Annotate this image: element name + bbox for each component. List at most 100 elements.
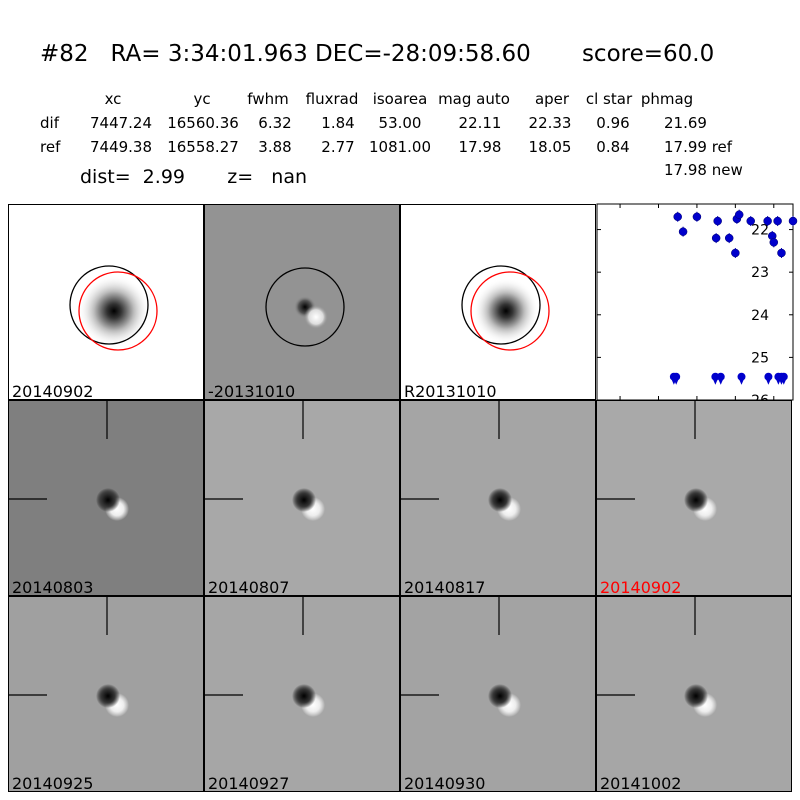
stamp-image (401, 597, 521, 717)
upper-limit-point (779, 372, 788, 381)
aperture-circle (265, 267, 345, 347)
panel-label: 20140925 (12, 774, 94, 792)
panel-label: -20131010 (208, 382, 296, 400)
detection-point (673, 212, 682, 222)
dipole-dark (96, 684, 120, 708)
detection-point (678, 227, 688, 236)
detection-point (763, 216, 772, 226)
stamp-image (597, 401, 717, 521)
panel-label: 20140803 (12, 578, 94, 596)
panel-label: 20140807 (208, 578, 290, 596)
dipole-dark (684, 488, 708, 512)
table-cell: 16560.36 (167, 114, 239, 132)
phmag-new: 17.98 new (664, 161, 743, 179)
table-cell: 1.84 (321, 114, 355, 132)
detection-point (769, 238, 779, 247)
upper-limit-point (716, 372, 725, 381)
table-cell: 21.69 (664, 114, 707, 132)
table-cell: 7449.38 (89, 138, 153, 156)
column-header: aper (534, 90, 570, 108)
dipole-dark (292, 684, 316, 708)
column-header: fwhm (247, 90, 289, 108)
dipole-dark (488, 684, 512, 708)
dipole-dark (684, 684, 708, 708)
dipole-dark (292, 488, 316, 512)
stamp-diff: -20131010 (204, 204, 400, 400)
source-blob (473, 278, 539, 344)
stamp-epoch: 20140930 (400, 596, 596, 792)
stamp-new: 20140902 (8, 204, 204, 400)
y-tick-label: 24 (751, 308, 769, 324)
dipole-dark (488, 488, 512, 512)
column-header: mag auto (438, 90, 510, 108)
plot-frame (596, 203, 794, 401)
stamp-image (9, 401, 129, 521)
y-tick-label: 23 (751, 265, 769, 281)
row-label: dif (40, 114, 59, 132)
stamp-new-image (69, 265, 158, 351)
ref-aperture-circle (78, 271, 158, 351)
stamp-diff-image (265, 267, 345, 347)
table-cell: 2.77 (321, 138, 355, 156)
dipole-light (304, 305, 328, 329)
detection-point (777, 248, 786, 258)
table-cell: 22.11 (458, 114, 502, 132)
column-header: isoarea (372, 90, 428, 108)
table-cell: 22.33 (528, 114, 572, 132)
row-label: ref (40, 138, 61, 156)
detection-point (692, 212, 702, 222)
table-cell: 3.88 (258, 138, 292, 156)
page-title: #82 RA= 3:34:01.963 DEC=-28:09:58.60 sco… (40, 41, 715, 67)
upper-limit-point (672, 372, 681, 381)
stamp-epoch-current: 20140902 (596, 400, 792, 596)
detection-point (788, 216, 798, 226)
detection-point (734, 210, 744, 219)
upper-limit-point (737, 372, 746, 381)
table-cell: 0.84 (596, 138, 630, 156)
detection-point (746, 216, 755, 226)
panel-label: 20141002 (600, 774, 682, 792)
detection-point (773, 216, 782, 226)
table-cell: 18.05 (528, 138, 572, 156)
stamp-image (9, 597, 129, 717)
ref-aperture-circle (470, 271, 550, 351)
dipole-dark (96, 488, 120, 512)
detection-point (731, 248, 740, 258)
column-header: fluxrad (305, 90, 359, 108)
stamp-epoch: 20140927 (204, 596, 400, 792)
panel-label: 20140902 (600, 578, 682, 596)
table-cell: 1081.00 (368, 138, 432, 156)
table-cell: 17.99 ref (664, 138, 733, 156)
stamp-epoch: 20140925 (8, 596, 204, 792)
column-header: xc (104, 90, 122, 108)
stamp-image (205, 597, 325, 717)
stamp-epoch: 20140807 (204, 400, 400, 596)
table-cell: 6.32 (258, 114, 292, 132)
stamp-epoch: 20140803 (8, 400, 204, 596)
column-header: cl star (585, 90, 633, 108)
distance-line: dist= 2.99 z= nan (80, 166, 308, 188)
source-blob (78, 275, 150, 347)
column-header: phmag (640, 90, 694, 108)
aperture-circle (69, 265, 149, 345)
panel-label: 20140902 (12, 382, 94, 400)
table-cell: 16558.27 (167, 138, 239, 156)
y-tick-label: 22 (751, 223, 769, 239)
aperture-circle (461, 265, 541, 345)
stamp-image (401, 401, 521, 521)
stamp-ref: R20131010 (400, 204, 596, 400)
stamp-image (597, 597, 717, 717)
table-cell: 53.00 (378, 114, 422, 132)
detection-point (724, 233, 734, 243)
detection-point (713, 216, 722, 226)
detection-point (711, 233, 721, 243)
stamp-epoch: 20141002 (596, 596, 792, 792)
table-cell: 7447.24 (89, 114, 153, 132)
stamp-image (205, 401, 325, 521)
y-tick-label: 25 (751, 350, 769, 366)
panel-label: 20140927 (208, 774, 290, 792)
panel-label: 20140817 (404, 578, 486, 596)
panel-label: 20140930 (404, 774, 486, 792)
stamp-ref-image (461, 265, 550, 351)
table-cell: 17.98 (458, 138, 502, 156)
